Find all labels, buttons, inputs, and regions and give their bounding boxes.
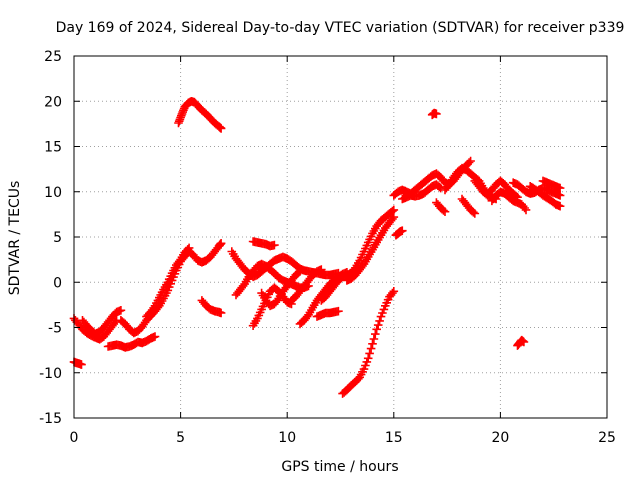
data-point [378, 308, 387, 318]
x-tick-label: 15 [385, 430, 403, 446]
data-point [183, 245, 192, 254]
data-point [371, 329, 380, 339]
data-point [375, 316, 384, 326]
data-point [555, 201, 565, 211]
x-tick-label: 25 [598, 430, 616, 446]
data-point [466, 156, 475, 166]
y-tick-label: 20 [44, 94, 62, 110]
data-point [184, 243, 194, 253]
data-point [389, 287, 399, 296]
data-point [439, 206, 448, 215]
y-tick-label: -10 [39, 366, 62, 382]
y-tick-label: 10 [44, 185, 62, 201]
data-point [519, 337, 529, 347]
data-point [470, 209, 480, 218]
data-point [216, 308, 226, 318]
data-point [389, 205, 399, 215]
y-tick-label: 0 [53, 275, 62, 291]
x-tick-label: 5 [176, 430, 185, 446]
data-point [373, 320, 383, 330]
y-tick-label: -5 [48, 321, 62, 337]
data-point [294, 268, 303, 277]
data-point [555, 191, 565, 200]
data-point [359, 364, 369, 374]
data-point [361, 361, 370, 370]
data-point [366, 344, 376, 353]
data-point [435, 182, 444, 192]
data-point [464, 158, 474, 167]
data-point [270, 240, 279, 250]
x-tick-label: 10 [278, 430, 296, 446]
axes: 0 5 10 15 20 25 -15 -10 -5 0 5 10 15 20 25 [39, 49, 616, 446]
data-point [317, 265, 326, 274]
data-marks [69, 97, 565, 398]
data-point [376, 312, 386, 321]
data-point [440, 207, 450, 216]
data-point [150, 332, 160, 341]
data-point [432, 109, 441, 119]
x-axis-label: GPS time / hours [281, 459, 398, 475]
data-point [521, 205, 531, 215]
grid [74, 56, 607, 418]
data-point [334, 306, 343, 316]
data-point [555, 183, 565, 193]
data-point [216, 239, 226, 248]
y-tick-label: -15 [39, 411, 62, 427]
data-point [469, 208, 478, 217]
data-point [369, 334, 379, 344]
data-point [398, 226, 407, 235]
data-point [116, 306, 126, 315]
data-point [216, 124, 226, 133]
data-point [389, 212, 399, 222]
data-point [77, 360, 86, 369]
data-point [388, 206, 397, 216]
y-tick-label: 15 [44, 140, 62, 156]
plot-frame [73, 55, 608, 419]
data-point [362, 357, 372, 367]
data-point [379, 305, 389, 314]
chart-title: Day 169 of 2024, Sidereal Day-to-day VTE… [56, 20, 625, 36]
data-point [295, 267, 305, 276]
y-axis-label: SDTVAR / TECUs [7, 181, 23, 296]
x-tick-label: 0 [70, 430, 79, 446]
y-tick-label: 5 [53, 230, 62, 246]
x-tick-label: 20 [491, 430, 509, 446]
data-point [363, 354, 373, 363]
y-tick-label: 25 [44, 49, 62, 65]
data-point [368, 339, 377, 349]
data-point [372, 325, 381, 334]
data-point [365, 349, 374, 358]
